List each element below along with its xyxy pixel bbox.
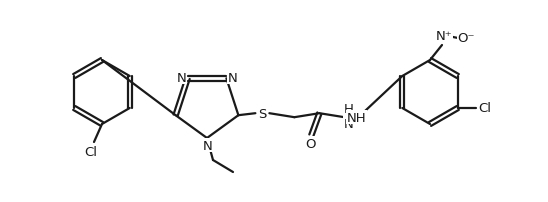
Text: O⁻: O⁻ (457, 32, 475, 45)
Text: N: N (176, 72, 186, 84)
Text: O: O (305, 137, 316, 150)
Text: NH: NH (346, 111, 366, 124)
Text: Cl: Cl (478, 102, 491, 115)
Text: N: N (203, 139, 213, 152)
Text: S: S (258, 107, 266, 120)
Text: N: N (227, 72, 237, 84)
Text: Cl: Cl (84, 145, 98, 158)
Text: H
N: H N (344, 103, 353, 130)
Text: N⁺: N⁺ (436, 29, 452, 42)
